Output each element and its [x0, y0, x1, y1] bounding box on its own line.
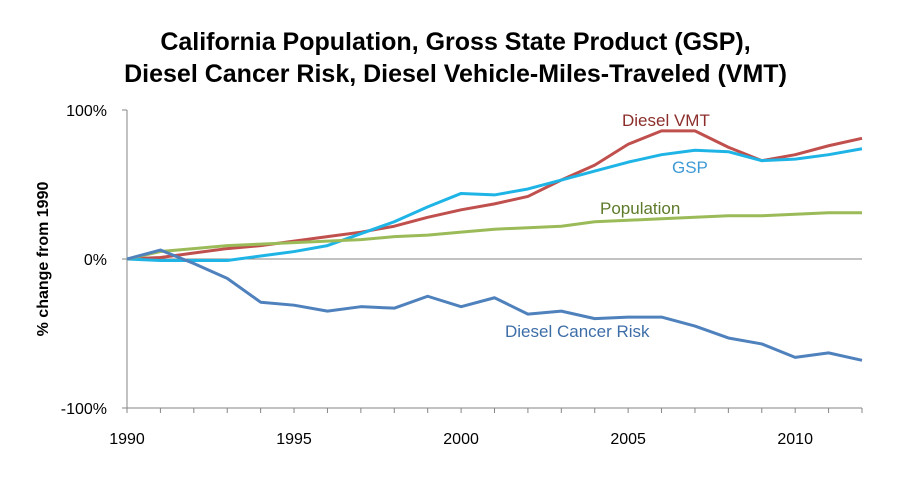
series-label-population: Population: [600, 199, 680, 218]
y-tick-label: -100%: [61, 401, 107, 418]
y-axis-label: % change from 1990: [35, 182, 52, 337]
x-tick-label: 1995: [276, 431, 312, 448]
x-tick-label: 1990: [109, 431, 145, 448]
series-line-population: [126, 211, 862, 261]
series-label-gsp: GSP: [672, 158, 708, 177]
y-tick-label: 0%: [84, 252, 107, 269]
chart-title-line-2: Diesel Cancer Risk, Diesel Vehicle-Miles…: [124, 60, 787, 88]
x-tick-label: 2010: [777, 431, 813, 448]
x-tick-label: 2000: [443, 431, 479, 448]
x-tick-label: 2005: [610, 431, 646, 448]
series-line-diesel-vmt: [126, 129, 863, 261]
series-line-gsp: [126, 147, 863, 262]
series-line-diesel-cancer-risk: [126, 248, 863, 362]
series-label-diesel-cancer-risk: Diesel Cancer Risk: [505, 322, 650, 341]
y-tick-label: 100%: [66, 103, 107, 120]
chart-title-line-1: California Population, Gross State Produ…: [160, 28, 751, 56]
series-label-diesel-vmt: Diesel VMT: [622, 111, 710, 130]
